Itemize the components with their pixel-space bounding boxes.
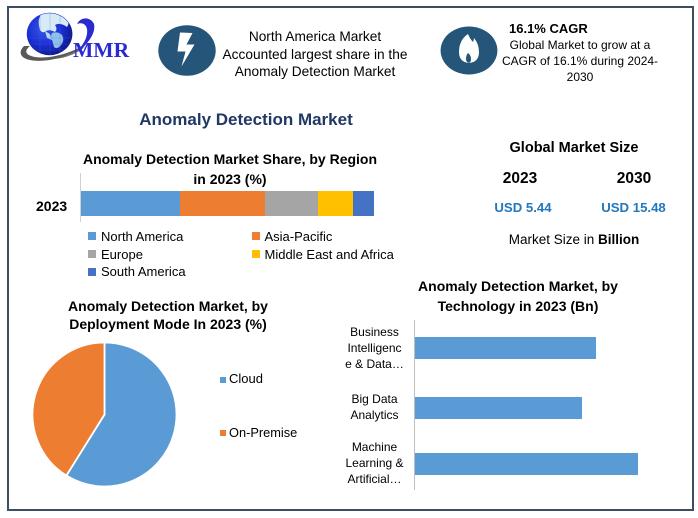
svg-text:MMR: MMR: [73, 38, 130, 62]
